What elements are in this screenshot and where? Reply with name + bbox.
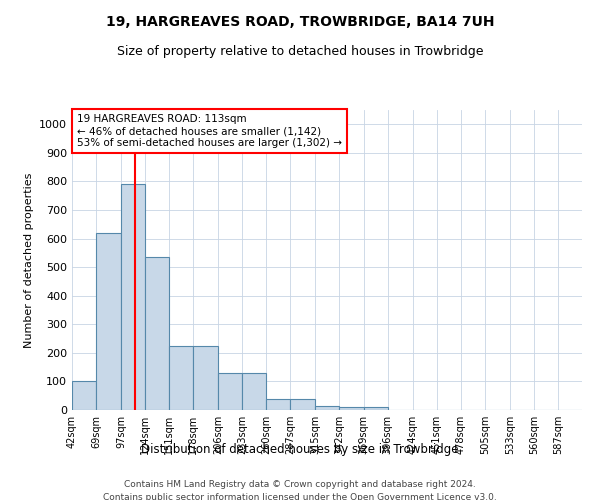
Text: Contains HM Land Registry data © Crown copyright and database right 2024.: Contains HM Land Registry data © Crown c… xyxy=(124,480,476,489)
Bar xyxy=(316,406,340,410)
Bar xyxy=(218,373,242,410)
Text: Size of property relative to detached houses in Trowbridge: Size of property relative to detached ho… xyxy=(117,45,483,58)
Text: Distribution of detached houses by size in Trowbridge: Distribution of detached houses by size … xyxy=(141,442,459,456)
Text: 19, HARGREAVES ROAD, TROWBRIDGE, BA14 7UH: 19, HARGREAVES ROAD, TROWBRIDGE, BA14 7U… xyxy=(106,15,494,29)
Bar xyxy=(290,398,316,410)
Bar xyxy=(242,373,266,410)
Bar xyxy=(340,407,364,410)
Bar xyxy=(364,407,388,410)
Bar xyxy=(169,346,193,410)
Bar xyxy=(72,382,96,410)
Text: 19 HARGREAVES ROAD: 113sqm
← 46% of detached houses are smaller (1,142)
53% of s: 19 HARGREAVES ROAD: 113sqm ← 46% of deta… xyxy=(77,114,342,148)
Y-axis label: Number of detached properties: Number of detached properties xyxy=(23,172,34,348)
Bar xyxy=(145,257,169,410)
Bar xyxy=(96,233,121,410)
Text: Contains public sector information licensed under the Open Government Licence v3: Contains public sector information licen… xyxy=(103,492,497,500)
Bar xyxy=(121,184,145,410)
Bar xyxy=(266,398,290,410)
Bar xyxy=(193,346,218,410)
